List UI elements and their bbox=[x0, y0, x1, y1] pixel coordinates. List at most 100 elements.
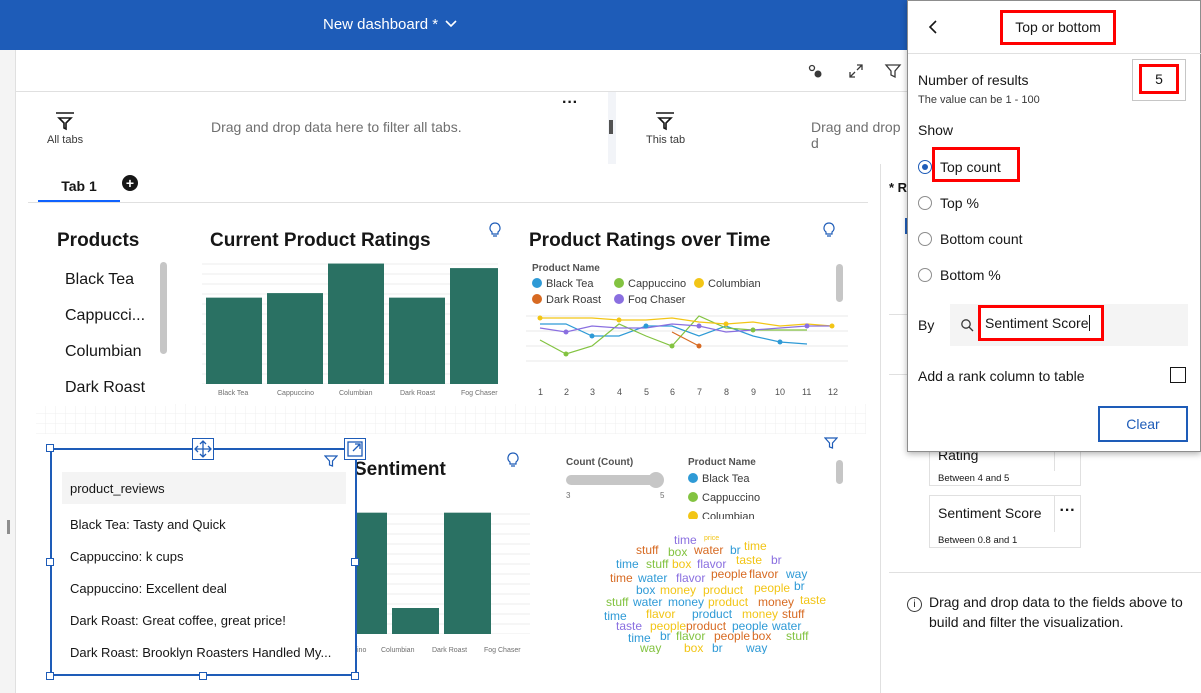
list-item[interactable]: Black Tea bbox=[65, 271, 135, 288]
lightbulb-icon[interactable] bbox=[506, 452, 520, 468]
svg-text:stuff: stuff bbox=[606, 595, 629, 609]
divider bbox=[889, 572, 1201, 573]
resize-handle[interactable] bbox=[7, 520, 10, 534]
svg-text:taste: taste bbox=[616, 619, 642, 633]
wordcloud-panel[interactable]: Count (Count) 3 5 Product Name Black Tea… bbox=[546, 434, 858, 666]
legend-scrollbar[interactable] bbox=[836, 264, 843, 302]
legend-item[interactable]: Cappuccino bbox=[614, 278, 686, 290]
table-row[interactable]: Cappuccino: k cups bbox=[70, 549, 184, 564]
tab-1[interactable]: Tab 1 bbox=[38, 166, 120, 202]
products-title: Products bbox=[57, 230, 140, 251]
svg-text:money: money bbox=[660, 583, 696, 597]
count-slider[interactable] bbox=[566, 475, 662, 485]
x-tick: Fog Chaser bbox=[484, 647, 521, 654]
svg-text:time: time bbox=[610, 571, 633, 585]
all-tabs-filter-zone[interactable]: All tabs Drag and drop data here to filt… bbox=[16, 92, 608, 164]
rank-label: Add a rank column to table bbox=[918, 368, 1085, 384]
svg-text:stuff: stuff bbox=[782, 607, 805, 621]
slider-handle[interactable] bbox=[648, 472, 664, 488]
legend-row-3: Columbian bbox=[688, 511, 788, 519]
x-tick: 10 bbox=[775, 387, 786, 397]
filter-area: All tabs Drag and drop data here to filt… bbox=[16, 92, 908, 164]
table-row[interactable]: Dark Roast: Great coffee, great price! bbox=[70, 613, 286, 628]
list-item[interactable]: Cappucci... bbox=[65, 307, 146, 324]
bar-columbian bbox=[328, 263, 384, 384]
list-item[interactable]: Dark Roast bbox=[65, 379, 146, 396]
resize-handle[interactable] bbox=[351, 672, 359, 680]
legend-item[interactable]: Cappuccino bbox=[688, 492, 760, 504]
move-icon[interactable] bbox=[192, 438, 214, 460]
tab-divider bbox=[28, 202, 868, 203]
legend-item[interactable]: Columbian bbox=[688, 511, 755, 519]
maximize-icon[interactable] bbox=[344, 438, 366, 460]
this-tab-filter-zone[interactable]: This tab Drag and drop d bbox=[616, 92, 908, 164]
more-options-icon[interactable]: ··· bbox=[562, 94, 578, 111]
clear-button[interactable]: Clear bbox=[1098, 406, 1188, 442]
table-header[interactable]: product_reviews bbox=[62, 472, 346, 504]
filter-icon[interactable] bbox=[824, 436, 838, 450]
x-tick: Fog Chaser bbox=[461, 390, 498, 397]
bar-cappuccino bbox=[267, 293, 323, 384]
back-arrow-icon[interactable] bbox=[926, 19, 940, 35]
resize-handle[interactable] bbox=[351, 558, 359, 566]
reviews-table-widget[interactable]: product_reviews Black Tea: Tasty and Qui… bbox=[50, 448, 357, 676]
svg-text:way: way bbox=[785, 567, 807, 581]
resize-handle[interactable] bbox=[46, 672, 54, 680]
by-input[interactable]: Sentiment Score bbox=[978, 305, 1104, 341]
resize-handle[interactable] bbox=[199, 672, 207, 680]
svg-text:people: people bbox=[711, 567, 747, 581]
expand-icon[interactable] bbox=[847, 62, 865, 80]
add-tab-icon[interactable]: + bbox=[122, 175, 138, 191]
svg-text:time: time bbox=[628, 631, 651, 645]
more-options-icon[interactable]: ··· bbox=[1054, 496, 1080, 532]
table-row[interactable]: Black Tea: Tasty and Quick bbox=[70, 517, 226, 532]
lightbulb-icon[interactable] bbox=[488, 222, 502, 238]
lightbulb-icon[interactable] bbox=[822, 222, 836, 238]
series-line bbox=[539, 323, 832, 333]
number-of-results-input[interactable]: 5 bbox=[1139, 64, 1179, 94]
bar-fog-chaser bbox=[450, 268, 498, 384]
sentiment-filter-chip[interactable]: Sentiment Score Between 0.8 and 1 ··· bbox=[929, 495, 1081, 548]
svg-text:money: money bbox=[742, 607, 778, 621]
table-row[interactable]: Cappuccino: Excellent deal bbox=[70, 581, 227, 596]
x-tick: 12 bbox=[828, 387, 839, 397]
list-item[interactable]: Columbian bbox=[65, 343, 142, 360]
dashboard-title[interactable]: New dashboard * bbox=[323, 16, 439, 33]
filter-icon[interactable] bbox=[884, 62, 902, 80]
resize-handle[interactable] bbox=[46, 444, 54, 452]
x-tick: Dark Roast bbox=[432, 647, 468, 654]
radio-top-percent[interactable] bbox=[918, 196, 932, 210]
legend-item[interactable]: Columbian bbox=[694, 278, 761, 290]
ratings-time-title: Product Ratings over Time bbox=[529, 230, 771, 251]
pin-icon[interactable] bbox=[806, 62, 824, 80]
table-row[interactable]: Dark Roast: Brooklyn Roasters Handled My… bbox=[70, 645, 332, 660]
ratings-chart-panel[interactable]: Current Product Ratings Black Tea Cappuc… bbox=[186, 214, 510, 406]
legend-item[interactable]: Fog Chaser bbox=[614, 294, 685, 304]
legend-title: Product Name bbox=[688, 457, 756, 468]
scrollbar[interactable] bbox=[160, 262, 167, 354]
rank-checkbox[interactable] bbox=[1170, 367, 1186, 383]
legend-scrollbar[interactable] bbox=[836, 460, 843, 484]
radio-bottom-percent[interactable] bbox=[918, 268, 932, 282]
products-panel[interactable]: Products Black Tea Cappucci... Columbian… bbox=[38, 214, 173, 406]
canvas-grid bbox=[36, 404, 866, 434]
option-label[interactable]: Bottom count bbox=[940, 231, 1023, 247]
svg-text:br: br bbox=[712, 641, 723, 654]
radio-top-count[interactable] bbox=[918, 160, 932, 174]
splitter-handle[interactable] bbox=[609, 120, 613, 134]
svg-text:water: water bbox=[632, 595, 662, 609]
option-label[interactable]: Bottom % bbox=[940, 267, 1001, 283]
legend-item[interactable]: Black Tea bbox=[688, 473, 750, 485]
resize-handle[interactable] bbox=[46, 558, 54, 566]
filter-icon[interactable] bbox=[324, 454, 338, 468]
chevron-down-icon[interactable] bbox=[443, 15, 459, 31]
svg-text:time: time bbox=[744, 539, 767, 553]
word-cloud: time price stuff box water br time time stuff b… bbox=[583, 529, 826, 654]
option-label[interactable]: Top % bbox=[940, 195, 979, 211]
ratings-time-panel[interactable]: Product Ratings over Time Product Name B… bbox=[516, 214, 856, 406]
legend-item[interactable]: Dark Roast bbox=[532, 294, 601, 304]
option-label[interactable]: Top count bbox=[940, 159, 1001, 175]
radio-bottom-count[interactable] bbox=[918, 232, 932, 246]
svg-text:product: product bbox=[708, 595, 749, 609]
legend-item[interactable]: Black Tea bbox=[532, 278, 594, 290]
